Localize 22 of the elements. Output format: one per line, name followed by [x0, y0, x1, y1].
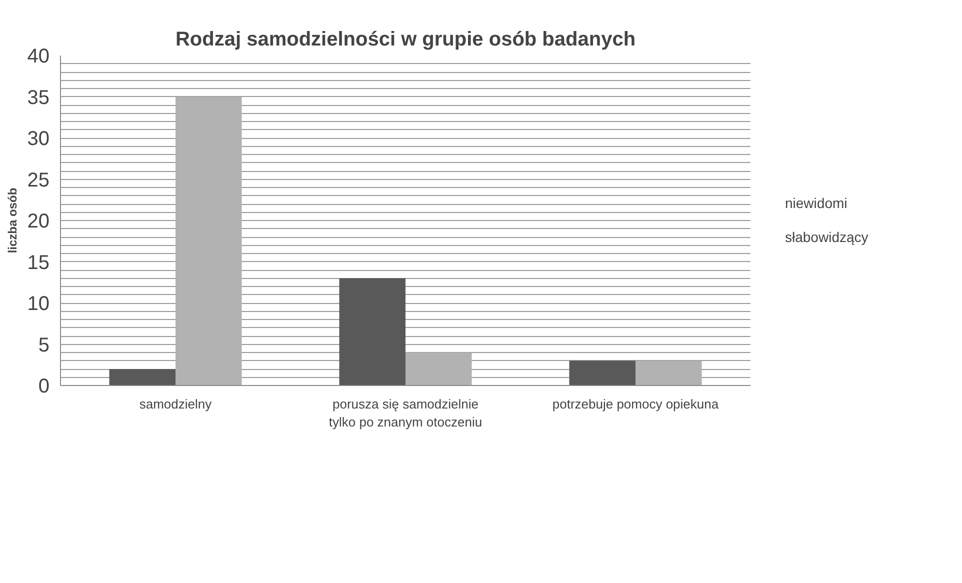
- x-tick-label: samodzielny: [139, 396, 212, 412]
- bar: [339, 278, 406, 386]
- y-tick-label: 10: [27, 293, 50, 315]
- x-tick-label: potrzebuje pomocy opiekuna: [552, 396, 720, 412]
- y-tick-label: 25: [27, 169, 50, 192]
- y-tick-label: 40: [27, 46, 50, 68]
- bar: [636, 360, 702, 386]
- y-tick-label: 35: [27, 86, 50, 109]
- y-tick-label: 0: [38, 376, 50, 398]
- bar: [176, 96, 242, 386]
- bar: [109, 369, 176, 386]
- x-tick-label: porusza się samodzielnie tylko po znanym otoczeniu: [328, 396, 482, 430]
- y-tick-label: 15: [27, 252, 50, 274]
- bar: [569, 360, 636, 386]
- y-axis-title: liczba osób: [5, 188, 20, 254]
- y-tick-label: 20: [27, 210, 50, 232]
- y-tick-label: 5: [38, 334, 50, 356]
- bar: [406, 352, 472, 386]
- text: słabowidzący: [785, 229, 868, 245]
- text: niewidomi: [785, 195, 848, 211]
- chart-title: Rodzaj samodzielności w grupie osób badanych: [175, 28, 636, 50]
- y-tick-label: 30: [27, 128, 50, 150]
